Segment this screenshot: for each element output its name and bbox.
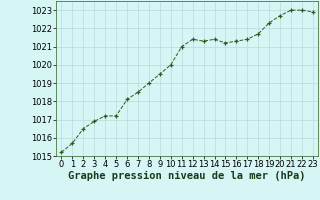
X-axis label: Graphe pression niveau de la mer (hPa): Graphe pression niveau de la mer (hPa): [68, 171, 306, 181]
